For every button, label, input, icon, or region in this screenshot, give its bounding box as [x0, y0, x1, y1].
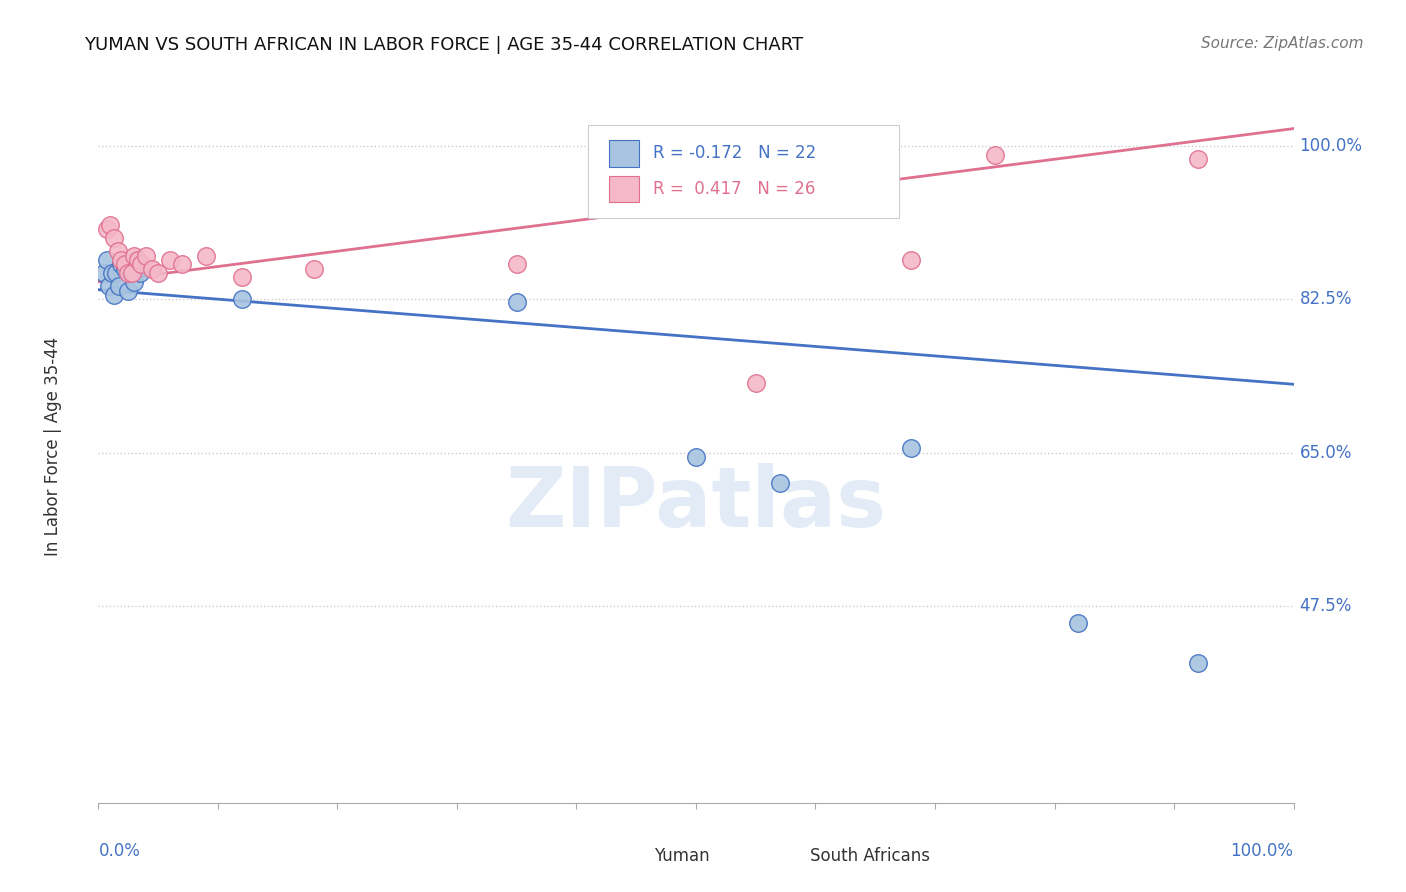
- Text: 82.5%: 82.5%: [1299, 290, 1353, 309]
- Point: [98, 218, 122, 232]
- Point: [107, 244, 129, 259]
- Point: [302, 261, 325, 276]
- FancyBboxPatch shape: [609, 140, 638, 167]
- Point: [506, 295, 529, 310]
- Point: [117, 284, 139, 298]
- Point: [685, 450, 707, 464]
- Point: [103, 231, 125, 245]
- Point: [148, 266, 170, 280]
- Point: [131, 257, 153, 271]
- Point: [124, 275, 146, 289]
- Point: [120, 266, 142, 280]
- Text: ZIPatlas: ZIPatlas: [506, 463, 886, 543]
- FancyBboxPatch shape: [624, 847, 645, 865]
- Text: YUMAN VS SOUTH AFRICAN IN LABOR FORCE | AGE 35-44 CORRELATION CHART: YUMAN VS SOUTH AFRICAN IN LABOR FORCE | …: [84, 36, 803, 54]
- Point: [768, 476, 790, 491]
- Point: [172, 257, 194, 271]
- Point: [105, 266, 128, 280]
- Point: [745, 376, 768, 390]
- Point: [93, 266, 115, 280]
- Point: [114, 257, 136, 271]
- Point: [100, 266, 122, 280]
- Point: [231, 293, 253, 307]
- Point: [110, 252, 132, 267]
- Point: [110, 257, 132, 271]
- Point: [114, 261, 136, 276]
- Text: 65.0%: 65.0%: [1299, 443, 1353, 461]
- Point: [1187, 153, 1209, 167]
- Point: [103, 288, 125, 302]
- FancyBboxPatch shape: [609, 176, 638, 202]
- Point: [127, 252, 149, 267]
- Text: 100.0%: 100.0%: [1230, 842, 1294, 860]
- Point: [124, 249, 146, 263]
- Point: [96, 222, 118, 236]
- Point: [135, 249, 157, 263]
- Point: [98, 279, 121, 293]
- FancyBboxPatch shape: [780, 847, 801, 865]
- Point: [117, 266, 139, 280]
- Point: [125, 252, 148, 267]
- Text: South Africans: South Africans: [810, 847, 929, 865]
- Point: [1187, 656, 1209, 670]
- Point: [231, 270, 253, 285]
- Point: [141, 261, 163, 276]
- Point: [121, 266, 143, 280]
- Point: [159, 252, 181, 267]
- Point: [900, 252, 922, 267]
- Text: Yuman: Yuman: [654, 847, 710, 865]
- Point: [506, 257, 529, 271]
- Point: [984, 148, 1007, 162]
- Point: [195, 249, 218, 263]
- Point: [107, 279, 129, 293]
- Point: [1067, 616, 1090, 631]
- Text: R = -0.172   N = 22: R = -0.172 N = 22: [652, 145, 817, 162]
- Text: Source: ZipAtlas.com: Source: ZipAtlas.com: [1201, 36, 1364, 51]
- Text: In Labor Force | Age 35-44: In Labor Force | Age 35-44: [44, 336, 62, 556]
- Point: [129, 266, 152, 280]
- Text: 47.5%: 47.5%: [1299, 597, 1353, 615]
- Text: 0.0%: 0.0%: [98, 842, 141, 860]
- Point: [900, 441, 922, 455]
- FancyBboxPatch shape: [589, 125, 900, 218]
- Text: 100.0%: 100.0%: [1299, 137, 1362, 155]
- Point: [96, 252, 118, 267]
- Text: R =  0.417   N = 26: R = 0.417 N = 26: [652, 180, 815, 198]
